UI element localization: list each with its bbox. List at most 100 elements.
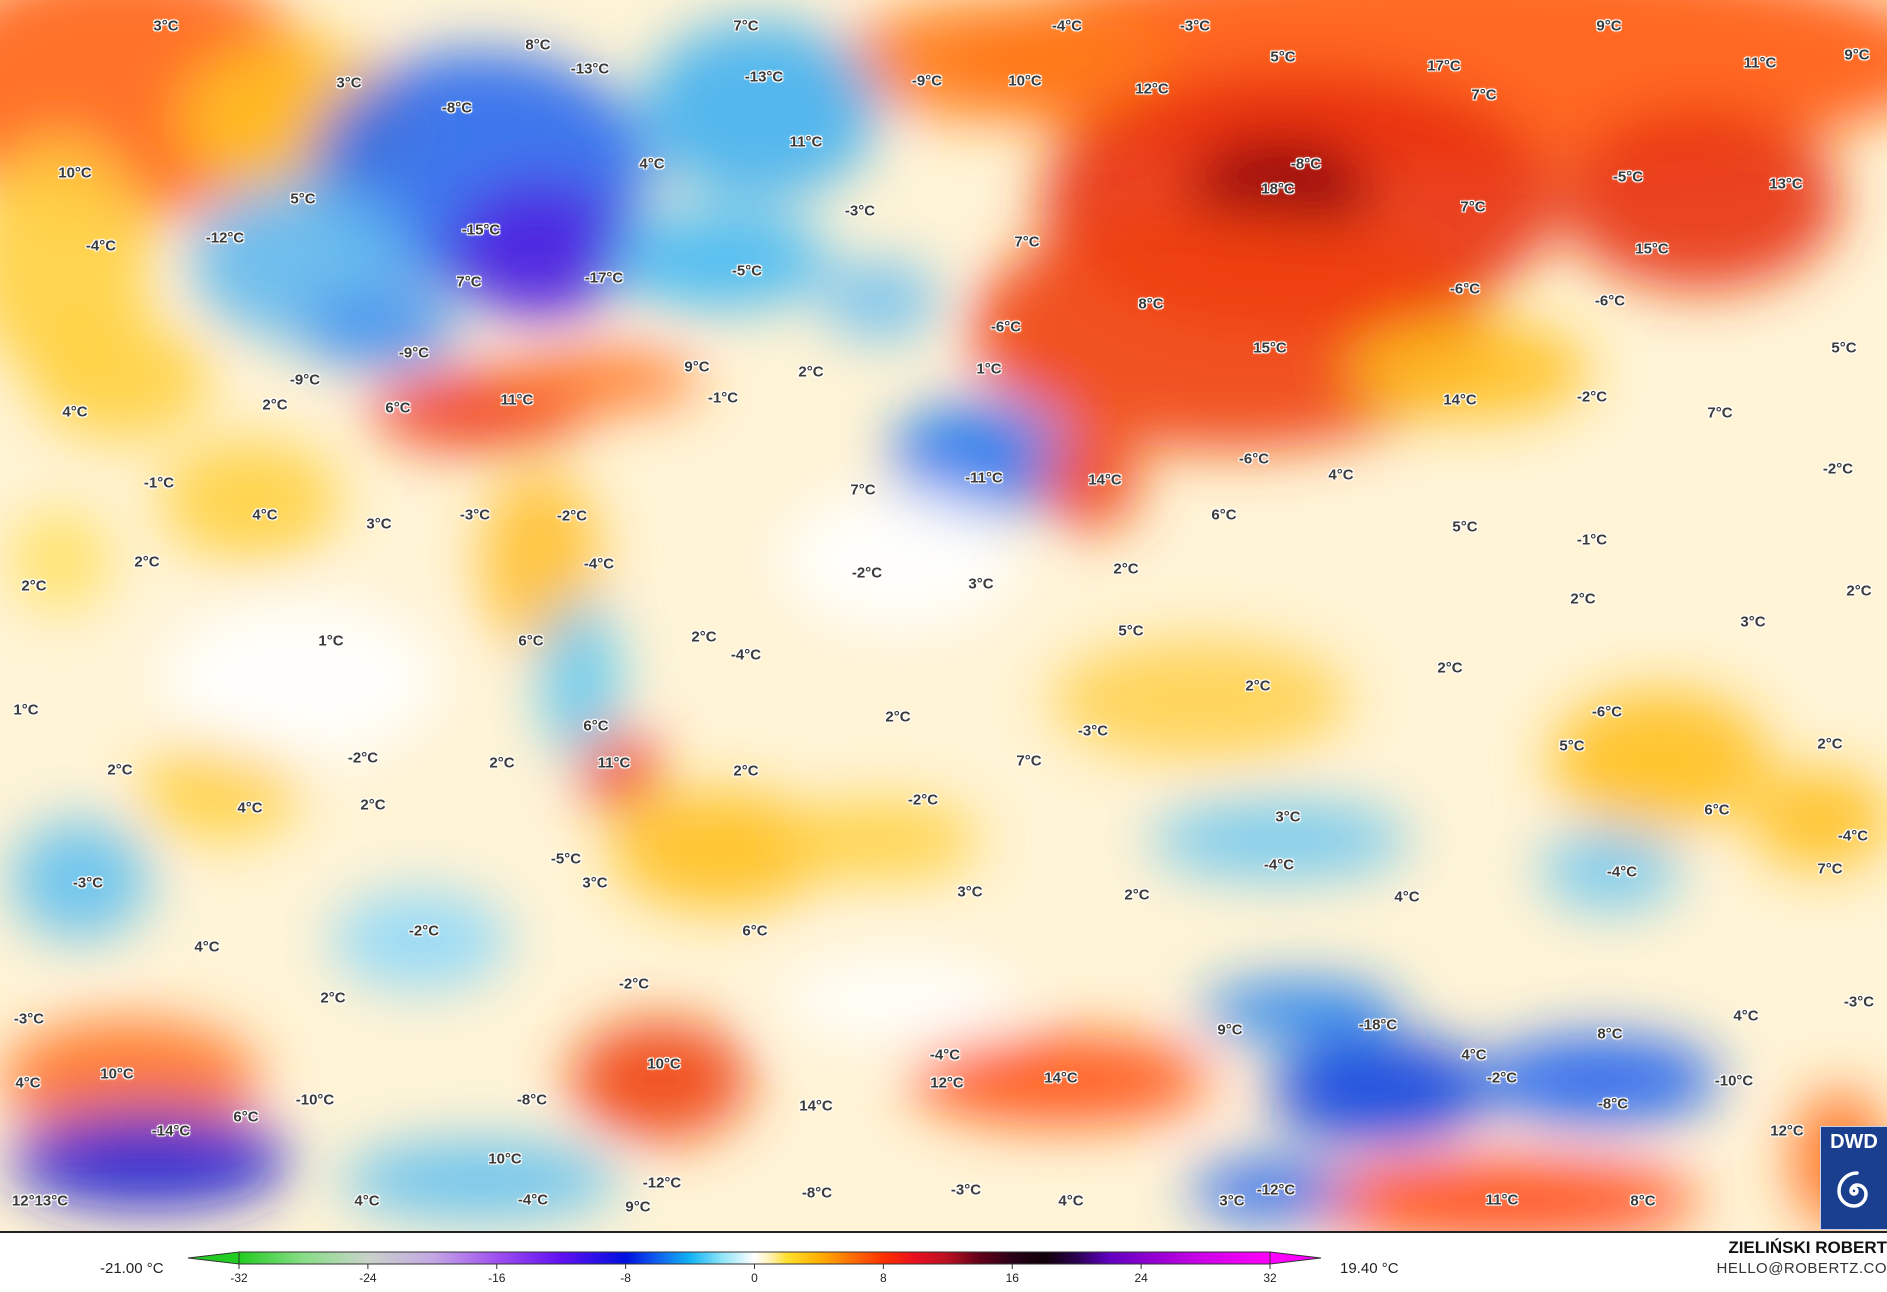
temperature-label: 5°C <box>1118 622 1144 640</box>
temperature-label: -2°C <box>851 564 883 582</box>
dwd-logo: DWD <box>1820 1126 1887 1230</box>
temperature-label: 6°C <box>385 399 411 417</box>
temperature-label: 2°C <box>1113 560 1139 578</box>
temperature-label: -2°C <box>556 507 588 525</box>
temperature-label: 14°C <box>1443 391 1477 409</box>
temperature-label: 3°C <box>1275 808 1301 826</box>
temperature-label: -3°C <box>844 202 876 220</box>
temperature-label: 9°C <box>1844 46 1870 64</box>
temperature-label: -6°C <box>1238 450 1270 468</box>
temperature-label: -9°C <box>911 72 943 90</box>
temperature-label: 2°C <box>1124 886 1150 904</box>
temperature-label: 7°C <box>1016 752 1042 770</box>
temperature-label: 9°C <box>1217 1021 1243 1039</box>
temperature-label: -2°C <box>347 749 379 767</box>
colorbar-tick-label: -8 <box>620 1271 631 1285</box>
temperature-label: 6°C <box>583 717 609 735</box>
temperature-label: 7°C <box>456 273 482 291</box>
temperature-label: 3°C <box>1740 613 1766 631</box>
temperature-region <box>540 600 620 760</box>
temperature-label: 7°C <box>1014 233 1040 251</box>
author-email: HELLO@ROBERTZ.CO <box>1716 1260 1887 1277</box>
temperature-label: 11°C <box>789 133 823 151</box>
temperature-label: -5°C <box>550 850 582 868</box>
temperature-label: 2°C <box>134 553 160 571</box>
temperature-region <box>820 260 940 340</box>
temperature-region <box>140 740 300 840</box>
temperature-label: -2°C <box>408 922 440 940</box>
temperature-label: -3°C <box>950 1181 982 1199</box>
temperature-label: 2°C <box>1817 735 1843 753</box>
temperature-label: 6°C <box>742 922 768 940</box>
temperature-label: 2°C <box>360 796 386 814</box>
temperature-label: -2°C <box>907 791 939 809</box>
temperature-region <box>780 490 1020 630</box>
colorbar-gradient <box>238 1251 1271 1265</box>
temperature-label: -14°C <box>151 1122 191 1140</box>
temperature-region <box>30 320 210 440</box>
temperature-region <box>640 20 880 200</box>
temperature-label: 5°C <box>1452 518 1478 536</box>
temperature-region <box>1350 320 1590 420</box>
temperature-label: 3°C <box>366 515 392 533</box>
temperature-label: 2°C <box>21 577 47 595</box>
colorbar-max-arrow <box>1269 1251 1322 1265</box>
temperature-label: -10°C <box>1714 1072 1754 1090</box>
temperature-label: -8°C <box>1597 1095 1629 1113</box>
temperature-region <box>570 1020 750 1140</box>
temperature-label: 3°C <box>968 575 994 593</box>
temperature-label: 2°C <box>798 363 824 381</box>
colorbar-scale <box>187 1251 1322 1269</box>
temperature-region <box>1200 980 1400 1040</box>
temperature-label: 11°C <box>1743 54 1777 72</box>
temperature-label: 4°C <box>62 403 88 421</box>
temperature-label: 4°C <box>354 1192 380 1210</box>
temperature-label: 9°C <box>1596 17 1622 35</box>
temperature-region <box>780 800 980 880</box>
temperature-label: 10°C <box>647 1055 681 1073</box>
temperature-region <box>0 1020 260 1140</box>
colorbar-tick-label: 16 <box>1005 1271 1019 1285</box>
temperature-label: -4°C <box>85 237 117 255</box>
temperature-label: 2°C <box>262 396 288 414</box>
temperature-region <box>1750 770 1887 870</box>
temperature-label: 14°C <box>799 1097 833 1115</box>
temperature-label: 2°C <box>489 754 515 772</box>
temperature-region <box>10 1110 290 1210</box>
temperature-region <box>780 960 1020 1040</box>
colorbar-tick-label: -24 <box>359 1271 377 1285</box>
temperature-label: 2°C <box>1570 590 1596 608</box>
temperature-label: 2°C <box>1245 677 1271 695</box>
temperature-label: -3°C <box>72 874 104 892</box>
temperature-label: 8°C <box>1597 1025 1623 1043</box>
temperature-label: 7°C <box>1817 860 1843 878</box>
temperature-region <box>1050 640 1350 760</box>
temperature-label: 4°C <box>1733 1007 1759 1025</box>
temperature-label: 4°C <box>1394 888 1420 906</box>
temperature-label: 6°C <box>1211 506 1237 524</box>
temperature-label: 15°C <box>1253 339 1287 357</box>
temperature-label: 10°C <box>1008 72 1042 90</box>
temperature-label: 7°C <box>1460 198 1486 216</box>
temperature-label: -5°C <box>1612 168 1644 186</box>
temperature-label: 6°C <box>233 1108 259 1126</box>
temperature-region <box>10 510 110 610</box>
temperature-region <box>500 350 700 410</box>
temperature-label: 4°C <box>639 155 665 173</box>
temperature-label: 12°C <box>930 1074 964 1092</box>
temperature-label: 5°C <box>290 190 316 208</box>
temperature-label: -10°C <box>295 1091 335 1109</box>
temperature-label: 14°C <box>1088 471 1122 489</box>
spiral-icon <box>1837 1171 1868 1208</box>
temperature-region <box>580 730 660 810</box>
temperature-label: -6°C <box>990 318 1022 336</box>
temperature-label: -4°C <box>1051 17 1083 35</box>
temperature-region <box>910 1035 1210 1125</box>
temperature-label: -1°C <box>1576 531 1608 549</box>
temperature-label: 2°C <box>691 628 717 646</box>
temperature-label: -9°C <box>398 344 430 362</box>
temperature-label: 4°C <box>194 938 220 956</box>
temperature-region <box>840 0 1160 120</box>
temperature-label: 10°C <box>488 1150 522 1168</box>
temperature-label: -6°C <box>1594 292 1626 310</box>
